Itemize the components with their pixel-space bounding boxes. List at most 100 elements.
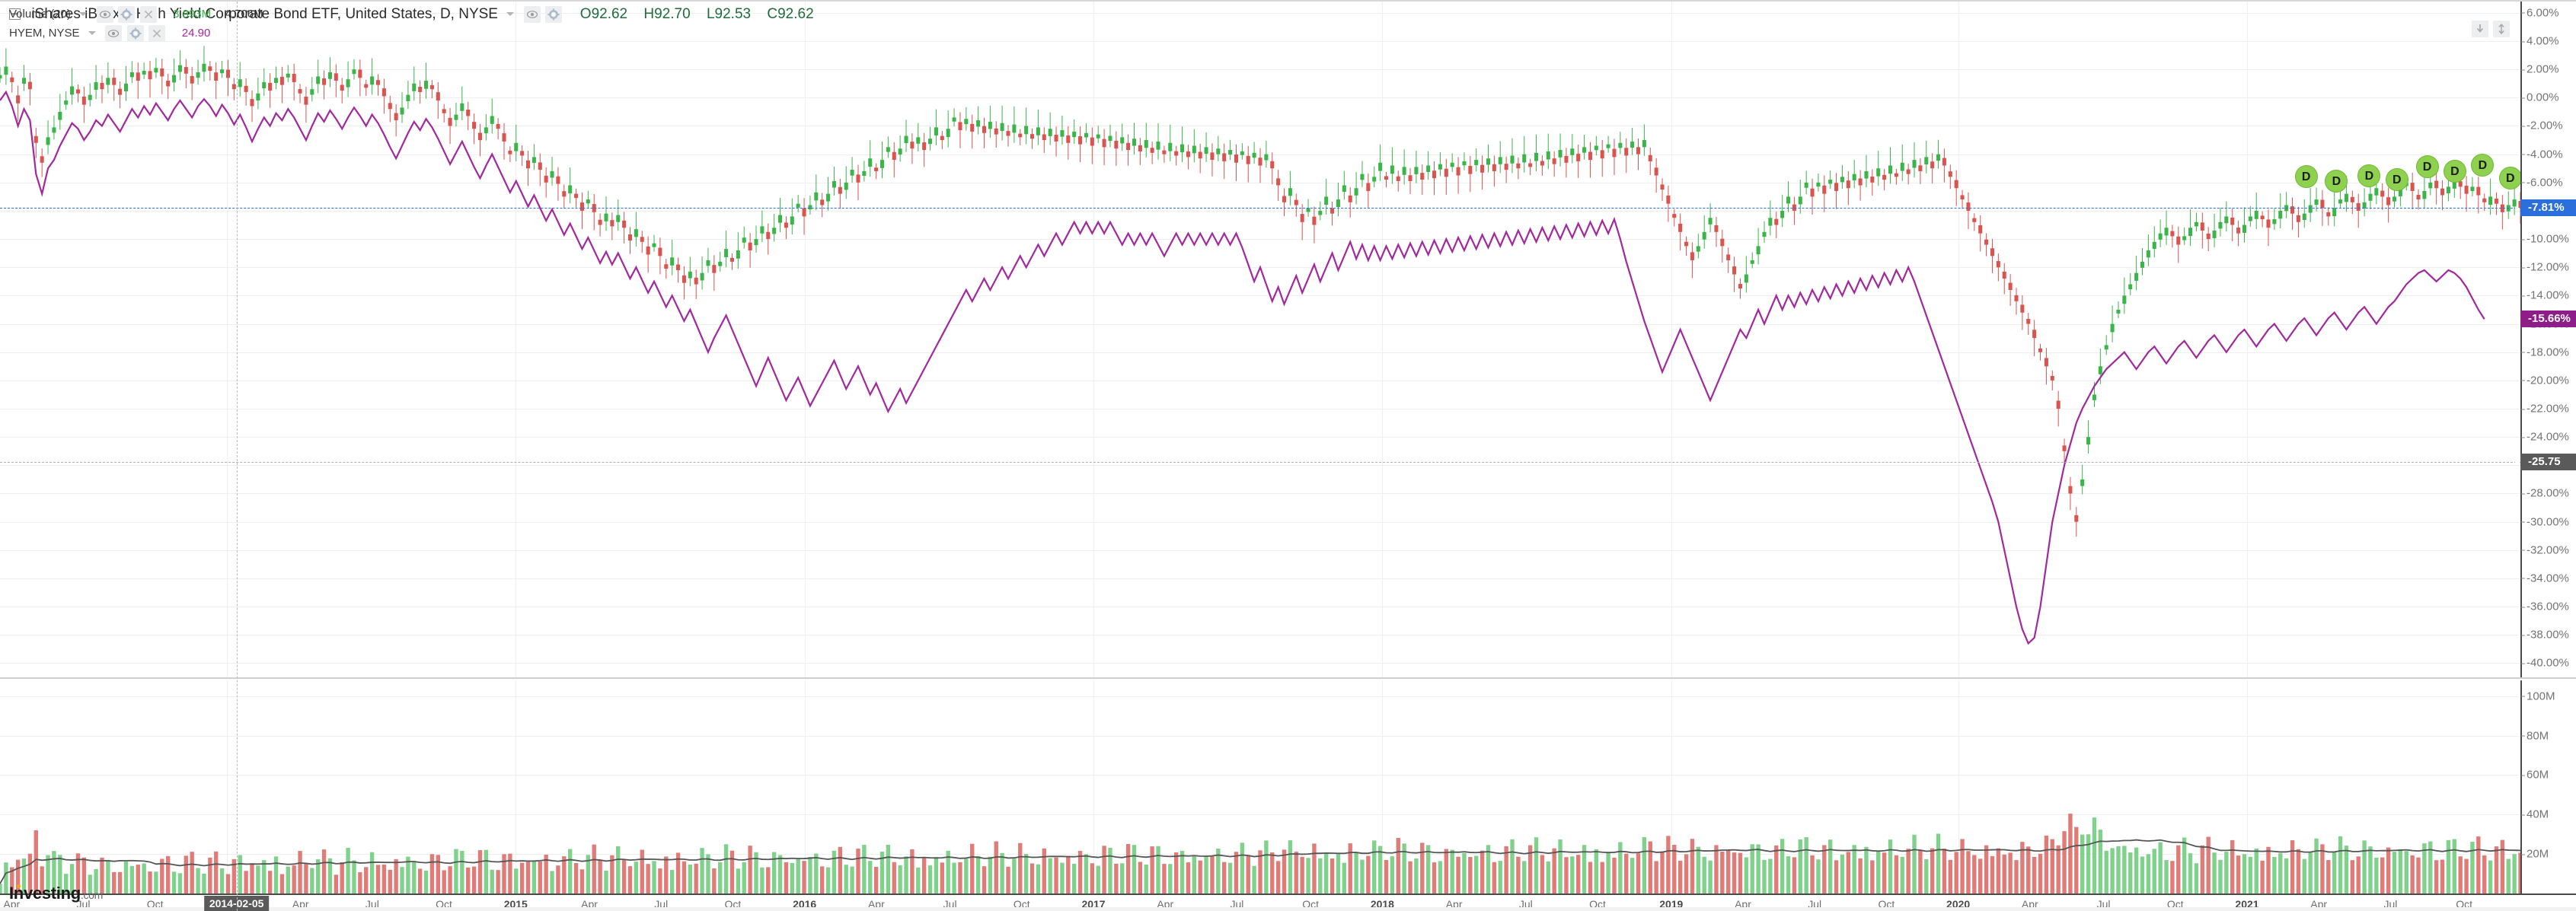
price-axis-tick: -30.00% [2521, 515, 2569, 529]
vertical-gridline [1958, 2, 1959, 677]
logo-dot-icon [17, 884, 21, 888]
arrow-up-down-icon[interactable] [2493, 21, 2510, 37]
price-gridline [0, 41, 2520, 43]
price-axis-tick: -28.00% [2521, 486, 2569, 500]
bottom-bar [0, 907, 2576, 911]
vertical-gridline [2246, 2, 2248, 677]
chevron-down-icon[interactable] [79, 11, 88, 16]
panel-divider [0, 677, 2576, 679]
vertical-gridline [1382, 2, 1384, 677]
volume-plot-area[interactable] [0, 680, 2520, 893]
price-axis-tick: -18.00% [2521, 346, 2569, 359]
arrow-down-icon[interactable] [2471, 21, 2488, 37]
price-axis-tick: 2.00% [2521, 62, 2559, 76]
volume-axis-tick: 100M [2521, 690, 2555, 703]
price-axis-tick: -38.00% [2521, 628, 2569, 642]
vertical-gridline [1958, 680, 1959, 893]
dividend-marker[interactable]: D [2471, 154, 2495, 177]
volume-last-value: 4.706M [225, 8, 263, 21]
vertical-gridline [1382, 680, 1384, 893]
price-axis-tick: -20.00% [2521, 374, 2569, 387]
volume-legend: Volume (20) 3.893M 4.706M [9, 6, 263, 23]
volume-axis-tick: 60M [2520, 768, 2549, 782]
dividend-marker[interactable]: D [2357, 164, 2381, 187]
volume-panel: 100M 80M 60M 40M 20M [0, 680, 2576, 893]
vertical-gridline [1671, 680, 1672, 893]
vertical-gridline [226, 680, 228, 893]
volume-ma-value: 3.893M [173, 8, 212, 21]
vertical-gridline [1671, 2, 1672, 677]
price-gridline [0, 663, 2520, 664]
price-axis-tick: -34.00% [2521, 572, 2569, 585]
price-gridline [0, 465, 2520, 467]
price-gridline [0, 549, 2520, 551]
price-gridline [0, 12, 2520, 14]
price-gridline [0, 437, 2520, 438]
volume-axis-tick: 80M [2520, 729, 2549, 743]
price-axis-tick: -10.00% [2521, 232, 2569, 246]
volume-y-axis[interactable]: 100M 80M 60M 40M 20M [2520, 680, 2576, 893]
price-axis-tick: -12.00% [2521, 260, 2569, 274]
price-axis-tick: -14.00% [2521, 288, 2569, 302]
volume-indicator-title[interactable]: Volume (20) [9, 8, 71, 21]
hyem-line-series [0, 90, 2485, 645]
price-tag[interactable]: -25.75 [2515, 453, 2576, 470]
price-level-line [0, 208, 2520, 209]
price-gridline [0, 521, 2520, 523]
price-y-axis[interactable]: 6.00%4.00%2.00%0.00%-2.00%-4.00%-6.00%-8… [2515, 2, 2576, 677]
dividend-marker[interactable]: D [2294, 165, 2318, 189]
volume-gridline [0, 735, 2520, 737]
volume-axis-tick: 20M [2520, 847, 2549, 861]
price-gridline [0, 295, 2520, 297]
dividend-marker[interactable]: D [2443, 159, 2466, 183]
close-icon[interactable] [139, 6, 157, 23]
price-gridline [0, 578, 2520, 579]
price-tag[interactable]: -15.66% [2515, 311, 2576, 328]
volume-gridline [0, 814, 2520, 816]
volume-axis-tick: 40M [2520, 807, 2549, 821]
price-gridline [0, 97, 2520, 99]
price-axis-tick: -22.00% [2521, 402, 2569, 416]
dividend-marker[interactable]: D [2325, 169, 2348, 193]
watermark-suffix: .com [80, 889, 104, 901]
price-gridline [0, 352, 2520, 353]
price-axis-tick: 6.00% [2521, 6, 2559, 20]
price-gridline [0, 239, 2520, 240]
price-gridline [0, 493, 2520, 495]
price-axis-tick: -36.00% [2521, 600, 2569, 613]
vertical-gridline [2246, 680, 2248, 893]
price-axis-tick: -40.00% [2521, 656, 2569, 670]
dividend-marker[interactable]: D [2385, 168, 2408, 192]
price-gridline [0, 210, 2520, 212]
scale-buttons [2471, 21, 2511, 37]
dividend-marker[interactable]: D [2415, 155, 2439, 179]
price-axis-tick: -6.00% [2521, 176, 2563, 190]
price-gridline [0, 69, 2520, 71]
vertical-gridline [804, 2, 806, 677]
investing-watermark: Investing.com [9, 884, 103, 903]
price-axis-tick: -2.00% [2521, 119, 2563, 132]
vertical-gridline [226, 2, 228, 677]
price-tag[interactable]: -7.81% [2515, 199, 2576, 217]
crosshair-vertical-line [236, 2, 238, 911]
price-series-canvas [0, 46, 2520, 645]
watermark-brand: Investing [9, 884, 81, 903]
volume-gridline [0, 696, 2520, 697]
price-axis-tick: -32.00% [2521, 543, 2569, 557]
price-axis-tick: -24.00% [2521, 430, 2569, 444]
vertical-gridline [1093, 2, 1095, 677]
vertical-gridline [1093, 680, 1095, 893]
dividend-marker[interactable]: D [2498, 167, 2520, 190]
gear-icon[interactable] [118, 6, 136, 23]
price-gridline [0, 323, 2520, 325]
eye-icon[interactable] [96, 6, 113, 23]
volume-series-canvas [0, 814, 2520, 893]
price-level-line [0, 461, 2520, 463]
price-axis-tick: -4.00% [2521, 148, 2563, 161]
price-axis-tick: 4.00% [2521, 34, 2559, 48]
volume-gridline [0, 775, 2520, 776]
vertical-gridline [804, 680, 806, 893]
